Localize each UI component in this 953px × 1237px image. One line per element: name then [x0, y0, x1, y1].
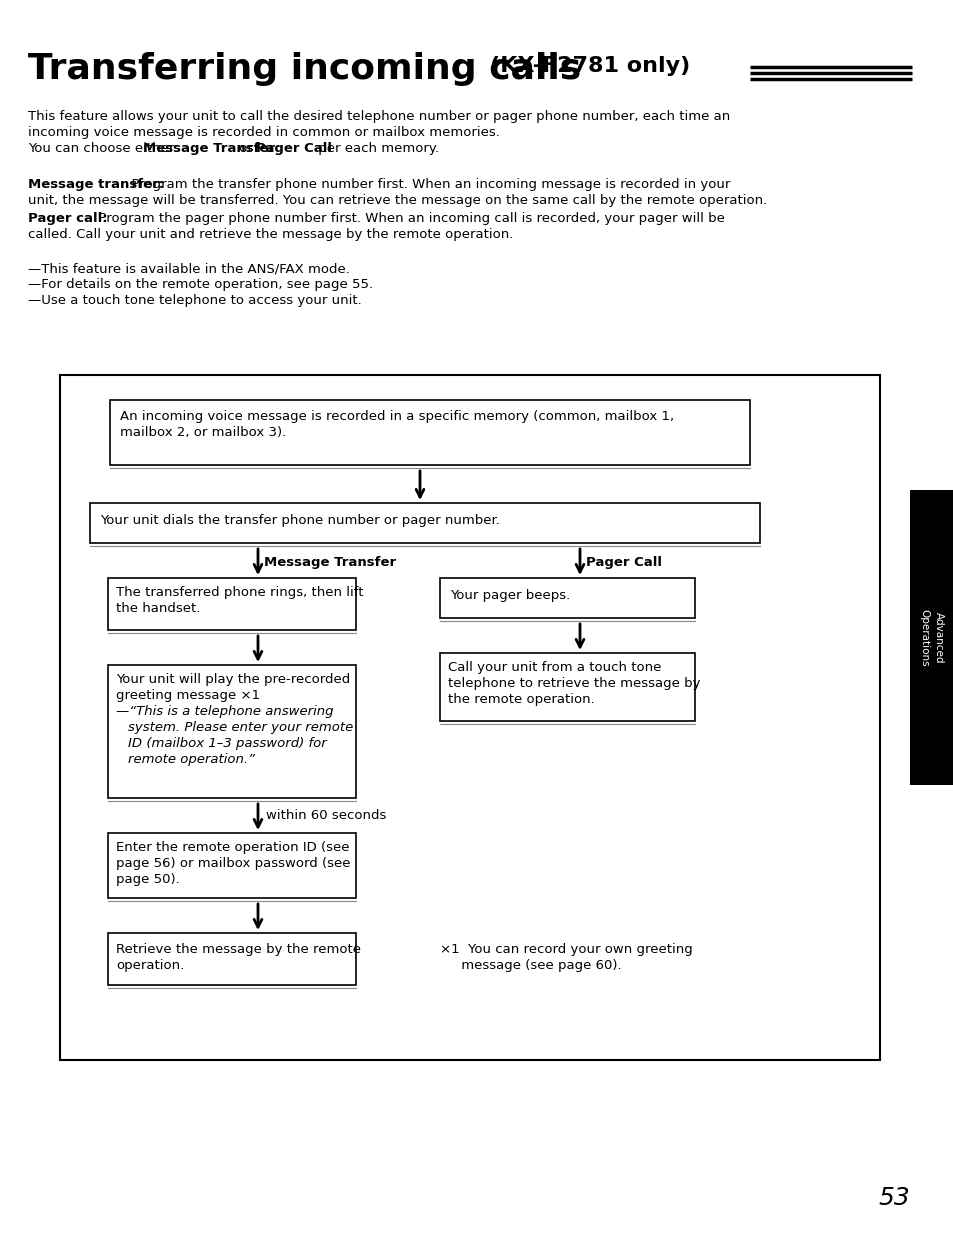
Text: Message Transfer: Message Transfer: [264, 555, 395, 569]
Bar: [439, 653, 695, 721]
Text: page 56) or mailbox password (see: page 56) or mailbox password (see: [116, 857, 350, 870]
Text: ×1  You can record your own greeting: ×1 You can record your own greeting: [439, 943, 692, 956]
Text: You can choose either: You can choose either: [28, 142, 178, 155]
Text: —This feature is available in the ANS/FAX mode.: —This feature is available in the ANS/FA…: [28, 262, 350, 275]
Text: Message Transfer: Message Transfer: [143, 142, 275, 155]
Text: ID (mailbox 1–3 password) for: ID (mailbox 1–3 password) for: [128, 737, 327, 750]
Bar: [108, 933, 355, 985]
Bar: [60, 375, 879, 1060]
Text: Retrieve the message by the remote: Retrieve the message by the remote: [116, 943, 360, 956]
Text: mailbox 2, or mailbox 3).: mailbox 2, or mailbox 3).: [120, 426, 286, 439]
Bar: [439, 578, 695, 618]
Text: telephone to retrieve the message by: telephone to retrieve the message by: [448, 677, 700, 690]
Text: —“This is a telephone answering: —“This is a telephone answering: [116, 705, 334, 717]
Bar: [110, 400, 749, 465]
Text: Message transfer:: Message transfer:: [28, 178, 164, 190]
Text: Pager Call: Pager Call: [256, 142, 333, 155]
Text: Transferring incoming calls: Transferring incoming calls: [28, 52, 580, 87]
Text: An incoming voice message is recorded in a specific memory (common, mailbox 1,: An incoming voice message is recorded in…: [120, 409, 674, 423]
Text: page 50).: page 50).: [116, 873, 179, 886]
Text: or: or: [235, 142, 257, 155]
Text: the remote operation.: the remote operation.: [448, 693, 594, 706]
Text: the handset.: the handset.: [116, 602, 200, 615]
Text: Advanced
Operations: Advanced Operations: [919, 609, 943, 667]
Bar: [108, 578, 355, 630]
Text: message (see page 60).: message (see page 60).: [439, 959, 621, 972]
Text: incoming voice message is recorded in common or mailbox memories.: incoming voice message is recorded in co…: [28, 126, 499, 139]
Text: Your unit dials the transfer phone number or pager number.: Your unit dials the transfer phone numbe…: [100, 515, 499, 527]
Text: within 60 seconds: within 60 seconds: [266, 809, 386, 823]
Text: unit, the message will be transferred. You can retrieve the message on the same : unit, the message will be transferred. Y…: [28, 194, 766, 207]
Text: Program the transfer phone number first. When an incoming message is recorded in: Program the transfer phone number first.…: [123, 178, 730, 190]
Text: Your unit will play the pre-recorded: Your unit will play the pre-recorded: [116, 673, 350, 687]
Text: Call your unit from a touch tone: Call your unit from a touch tone: [448, 661, 660, 674]
Text: called. Call your unit and retrieve the message by the remote operation.: called. Call your unit and retrieve the …: [28, 228, 513, 241]
Text: Pager Call: Pager Call: [585, 555, 661, 569]
Bar: [909, 490, 953, 785]
Text: —Use a touch tone telephone to access your unit.: —Use a touch tone telephone to access yo…: [28, 294, 361, 307]
Text: 53: 53: [878, 1186, 909, 1210]
Text: Pager call:: Pager call:: [28, 212, 108, 225]
Text: system. Please enter your remote: system. Please enter your remote: [128, 721, 353, 734]
Text: —For details on the remote operation, see page 55.: —For details on the remote operation, se…: [28, 278, 373, 291]
Text: greeting message ×1: greeting message ×1: [116, 689, 260, 703]
Bar: [108, 666, 355, 798]
Bar: [108, 833, 355, 898]
Text: remote operation.”: remote operation.”: [128, 753, 254, 766]
Text: This feature allows your unit to call the desired telephone number or pager phon: This feature allows your unit to call th…: [28, 110, 729, 122]
Text: Your pager beeps.: Your pager beeps.: [450, 589, 570, 602]
Text: operation.: operation.: [116, 959, 184, 972]
Text: The transferred phone rings, then lift: The transferred phone rings, then lift: [116, 586, 363, 599]
Bar: [90, 503, 760, 543]
Text: Program the pager phone number first. When an incoming call is recorded, your pa: Program the pager phone number first. Wh…: [90, 212, 723, 225]
Text: Enter the remote operation ID (see: Enter the remote operation ID (see: [116, 841, 349, 854]
Text: (KX-F2781 only): (KX-F2781 only): [490, 56, 690, 75]
Text: per each memory.: per each memory.: [314, 142, 438, 155]
